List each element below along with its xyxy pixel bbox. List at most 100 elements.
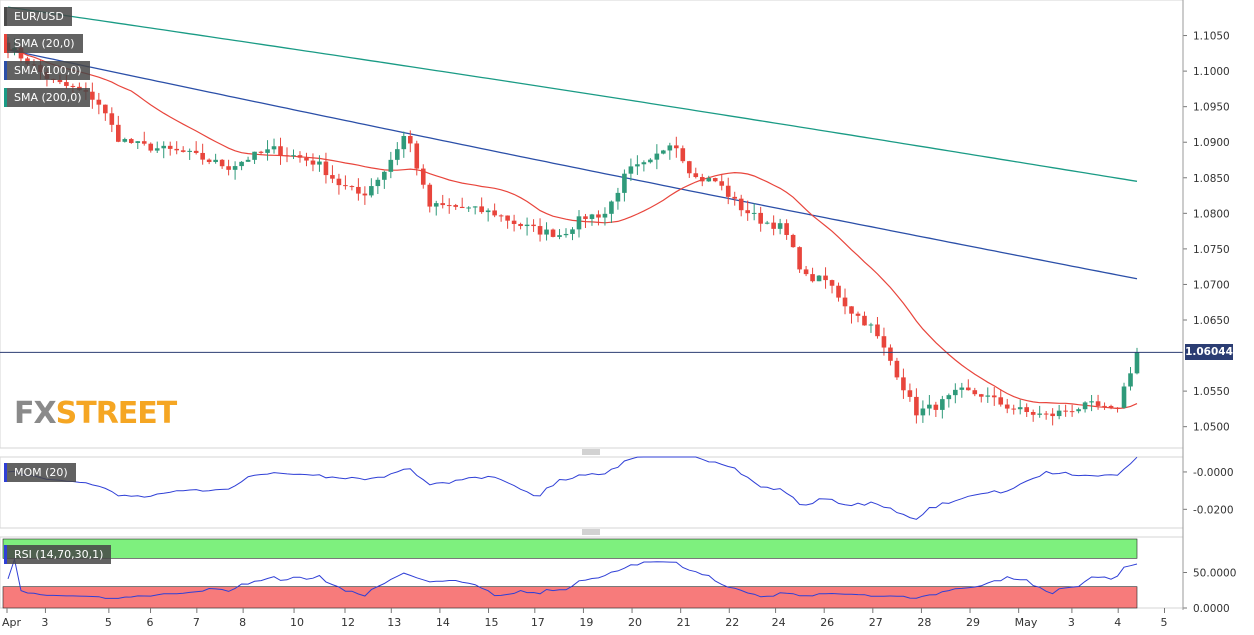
candle-body — [641, 162, 647, 165]
candle-141 — [920, 400, 926, 423]
xtick-23: 4 — [1114, 616, 1121, 629]
candle-157 — [1024, 403, 1029, 417]
candle-body — [271, 146, 277, 150]
candle-body — [816, 275, 822, 282]
candle-42 — [278, 137, 283, 165]
candle-body — [388, 159, 394, 172]
ytick-main-5: 1.0800 — [1193, 208, 1230, 220]
candle-22 — [148, 142, 154, 153]
rsi-overbought-band — [2, 538, 1138, 559]
candle-body — [589, 214, 595, 219]
candle-137 — [894, 357, 900, 380]
ytick-main-6: 1.0750 — [1193, 244, 1230, 256]
candle-34 — [226, 159, 231, 176]
legend-rsi: RSI (14,70,30,1) — [4, 545, 112, 564]
candle-21 — [141, 131, 147, 146]
fxstreet-logo: FXSTREET — [14, 396, 177, 431]
candle-164 — [1069, 404, 1075, 417]
candle-111 — [725, 177, 731, 205]
candle-body — [1121, 386, 1127, 408]
candle-32 — [213, 153, 218, 164]
xtick-4: 7 — [193, 616, 200, 629]
candle-body — [524, 224, 530, 227]
ytick-main-0: 1.1050 — [1193, 31, 1230, 43]
candle-36 — [239, 161, 244, 171]
candle-body — [940, 399, 945, 410]
candle-body — [1128, 373, 1133, 387]
candle-body — [803, 269, 809, 275]
candle-81 — [531, 219, 536, 232]
candle-body — [725, 185, 731, 197]
ytick-mom-1: -0.0200 — [1193, 504, 1234, 516]
candle-54 — [356, 178, 361, 201]
candle-body — [836, 285, 841, 298]
candle-93 — [609, 200, 614, 223]
candle-body — [291, 155, 296, 157]
candle-body — [128, 139, 134, 143]
candle-body — [1134, 352, 1140, 374]
candle-170 — [1108, 404, 1114, 410]
candle-body — [751, 212, 757, 214]
candle-86 — [563, 228, 569, 238]
rsi-line — [7, 557, 1138, 599]
legend-sma20: SMA (20,0) — [4, 34, 83, 53]
candle-body — [991, 395, 997, 398]
candle-23 — [154, 141, 160, 154]
legend-sma100: SMA (100,0) — [4, 61, 90, 80]
candle-body — [252, 151, 257, 160]
candle-48 — [317, 155, 322, 172]
candle-85 — [557, 229, 562, 240]
candle-123 — [803, 265, 809, 277]
candle-body — [433, 203, 439, 207]
candle-43 — [284, 147, 290, 163]
candle-151 — [985, 387, 991, 403]
candle-143 — [933, 401, 939, 417]
xtick-15: 22 — [725, 616, 739, 629]
candle-100 — [654, 144, 660, 170]
panel-resize-handles[interactable] — [582, 449, 600, 535]
candle-139 — [907, 383, 913, 402]
candle-90 — [589, 213, 595, 226]
candle-124 — [810, 267, 815, 283]
panel-frames — [0, 0, 1184, 609]
candle-body — [57, 79, 63, 83]
candle-body — [784, 223, 789, 235]
legend-sma200: SMA (200,0) — [4, 88, 90, 107]
candle-95 — [622, 169, 627, 202]
ytick-rsi-0: 50.0000 — [1193, 568, 1236, 580]
xtick-24: 5 — [1161, 616, 1168, 629]
ytick-mom-0: -0.0000 — [1193, 467, 1234, 479]
legend-sma200-label: SMA (200,0) — [14, 91, 82, 104]
candle-104 — [680, 145, 686, 164]
candle-71 — [466, 206, 471, 212]
candle-body — [1050, 413, 1055, 417]
candle-body — [1089, 401, 1094, 403]
xtick-20: 29 — [966, 616, 980, 629]
candle-89 — [583, 213, 588, 228]
ytick-main-9: 1.0550 — [1193, 386, 1230, 398]
candle-body — [622, 173, 627, 193]
candle-144 — [940, 395, 945, 419]
candle-134 — [875, 317, 880, 339]
candle-body — [985, 395, 991, 397]
panel-frame-2 — [0, 456, 1184, 529]
candle-112 — [732, 191, 738, 206]
candle-body — [109, 113, 115, 125]
candle-105 — [686, 160, 692, 178]
candle-body — [907, 390, 913, 397]
candle-body — [265, 149, 270, 153]
candle-41 — [271, 138, 277, 154]
oscillator-lines — [7, 456, 1138, 599]
candle-115 — [751, 203, 757, 221]
candle-62 — [407, 130, 413, 153]
candle-136 — [888, 344, 893, 366]
candle-79 — [518, 222, 523, 230]
candle-153 — [998, 389, 1004, 407]
candle-125 — [816, 275, 822, 282]
candle-body — [90, 91, 95, 100]
candle-body — [933, 404, 939, 410]
candle-body — [135, 141, 141, 143]
candle-131 — [855, 311, 861, 323]
candle-body — [1108, 405, 1114, 408]
candle-body — [875, 324, 880, 337]
